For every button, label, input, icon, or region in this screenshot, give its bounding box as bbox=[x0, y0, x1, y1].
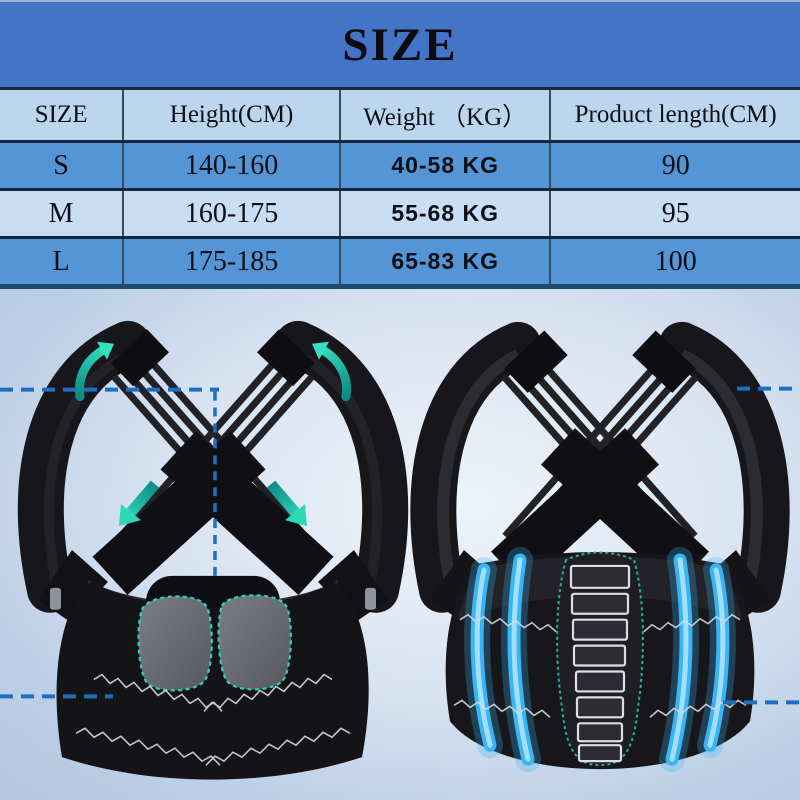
cell-height: 140-160 bbox=[122, 141, 340, 190]
size-banner: SIZE bbox=[0, 0, 800, 90]
cell-weight: 55-68 KG bbox=[338, 189, 551, 238]
table-row-l: L 175-185 65-83 KG 100 bbox=[0, 237, 800, 287]
table-row-s: S 140-160 40-58 KG 90 bbox=[0, 141, 800, 190]
dashed-guide-line bbox=[0, 386, 800, 705]
cell-size: S bbox=[0, 141, 124, 190]
cell-size: M bbox=[0, 189, 124, 238]
lumbar-pad bbox=[137, 594, 293, 692]
size-table: SIZE Height(CM) Weight （KG） Product leng… bbox=[0, 90, 800, 289]
shoulder-strap bbox=[17, 320, 151, 613]
stitching bbox=[75, 673, 351, 766]
banner-title: SIZE bbox=[342, 18, 458, 71]
cell-height: 160-175 bbox=[122, 189, 340, 238]
velcro-pad bbox=[504, 330, 568, 393]
column-header-weight: Weight （KG） bbox=[338, 90, 551, 142]
column-header-height: Height(CM) bbox=[122, 90, 340, 142]
waist-belt bbox=[56, 581, 369, 780]
cell-length: 95 bbox=[549, 189, 800, 238]
cell-weight: 40-58 KG bbox=[338, 141, 551, 190]
cell-length: 100 bbox=[549, 237, 800, 287]
cell-height: 175-185 bbox=[122, 237, 340, 287]
cell-size: L bbox=[0, 237, 124, 287]
shoulder-strap bbox=[410, 321, 541, 613]
table-row-m: M 160-175 55-68 KG 95 bbox=[0, 189, 800, 238]
lower-strap bbox=[491, 428, 659, 589]
lower-strap bbox=[541, 428, 709, 589]
product-figure bbox=[0, 289, 800, 800]
column-header-size: SIZE bbox=[0, 90, 124, 142]
right-product-support-view bbox=[410, 321, 790, 773]
shoulder-strap bbox=[275, 320, 409, 613]
stitching bbox=[453, 613, 747, 718]
left-product-rear-view bbox=[17, 320, 409, 780]
velcro-pad bbox=[632, 330, 696, 393]
cell-weight: 65-83 KG bbox=[338, 237, 551, 287]
table-header-row: SIZE Height(CM) Weight （KG） Product leng… bbox=[0, 90, 800, 142]
shoulder-strap bbox=[659, 321, 790, 613]
column-header-length: Product length(CM) bbox=[549, 90, 800, 142]
spine-segments bbox=[569, 564, 631, 763]
lower-strap bbox=[160, 431, 334, 596]
product-illustration-svg bbox=[0, 289, 800, 800]
velcro-pad bbox=[257, 329, 315, 387]
velcro-pad bbox=[111, 329, 169, 387]
cell-length: 90 bbox=[549, 141, 800, 190]
side-support-stay bbox=[464, 546, 736, 773]
